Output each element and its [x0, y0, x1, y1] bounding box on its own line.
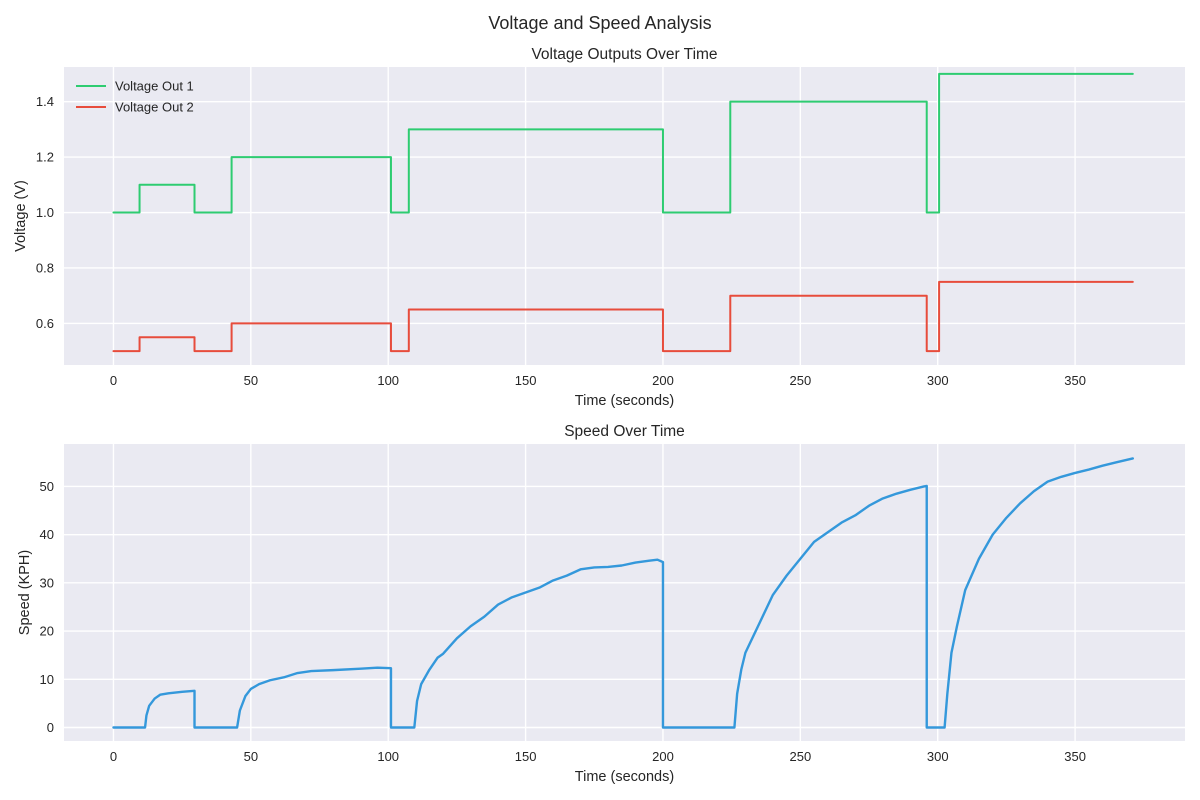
y-tick-label: 0.6 — [36, 316, 54, 331]
y-tick-label: 0.8 — [36, 260, 54, 275]
y-tick-label: 10 — [40, 672, 54, 687]
x-tick-label: 250 — [789, 373, 811, 388]
x-tick-label: 50 — [244, 373, 258, 388]
chart-title: Speed Over Time — [564, 423, 685, 440]
x-tick-label: 100 — [377, 373, 399, 388]
x-tick-label: 150 — [515, 373, 537, 388]
chart-panel-2: 0 50 100 150 200 250 300 350 0 10 20 30 40 50 Speed Ov… — [17, 423, 1185, 785]
y-axis-label: Voltage (V) — [13, 180, 29, 252]
y-tick-label: 20 — [40, 624, 54, 639]
x-axis-label: Time (seconds) — [575, 393, 674, 409]
series-line-voltage-out-1 — [112, 72, 1134, 214]
plot-area — [64, 444, 1185, 741]
x-tick-label: 250 — [789, 749, 811, 764]
chart-panels: 0 50 100 150 200 250 300 3500.60.81.01.21.4Volt… — [13, 46, 1185, 785]
y-tick-label: 1.4 — [36, 94, 54, 109]
x-tick-label: 200 — [652, 749, 674, 764]
figure-title: Voltage and Speed Analysis — [488, 13, 711, 33]
legend-entry: Voltage Out 1 — [115, 79, 194, 94]
x-tick-label: 300 — [927, 749, 949, 764]
y-tick-label: 40 — [40, 527, 54, 542]
x-axis-label: Time (seconds) — [575, 769, 674, 785]
chart-title: Voltage Outputs Over Time — [531, 46, 717, 63]
y-tick-label: 1.0 — [36, 205, 54, 220]
x-tick-label: 350 — [1064, 749, 1086, 764]
x-tick-label: 300 — [927, 373, 949, 388]
plot-area — [64, 67, 1185, 365]
legend-entry: Voltage Out 2 — [115, 100, 194, 115]
series-line-voltage-out-2 — [112, 280, 1134, 353]
y-tick-label: 50 — [40, 479, 54, 494]
x-tick-label: 200 — [652, 373, 674, 388]
x-tick-label: 350 — [1064, 373, 1086, 388]
y-tick-label: 1.2 — [36, 150, 54, 165]
legend: Voltage Out 1 Voltage Out 2 — [76, 79, 194, 115]
series-line-speed — [112, 457, 1134, 729]
y-axis-label: Speed (KPH) — [17, 550, 33, 635]
x-tick-label: 100 — [377, 749, 399, 764]
y-tick-label: 0 — [47, 720, 54, 735]
x-tick-label: 0 — [110, 749, 117, 764]
x-tick-label: 50 — [244, 749, 258, 764]
x-tick-label: 0 — [110, 373, 117, 388]
x-tick-label: 150 — [515, 749, 537, 764]
y-tick-label: 30 — [40, 575, 54, 590]
chart-panel-1: 0 50 100 150 200 250 300 350 0.6 0.8 1.0 1.2 1.4 Volt… — [13, 46, 1185, 409]
